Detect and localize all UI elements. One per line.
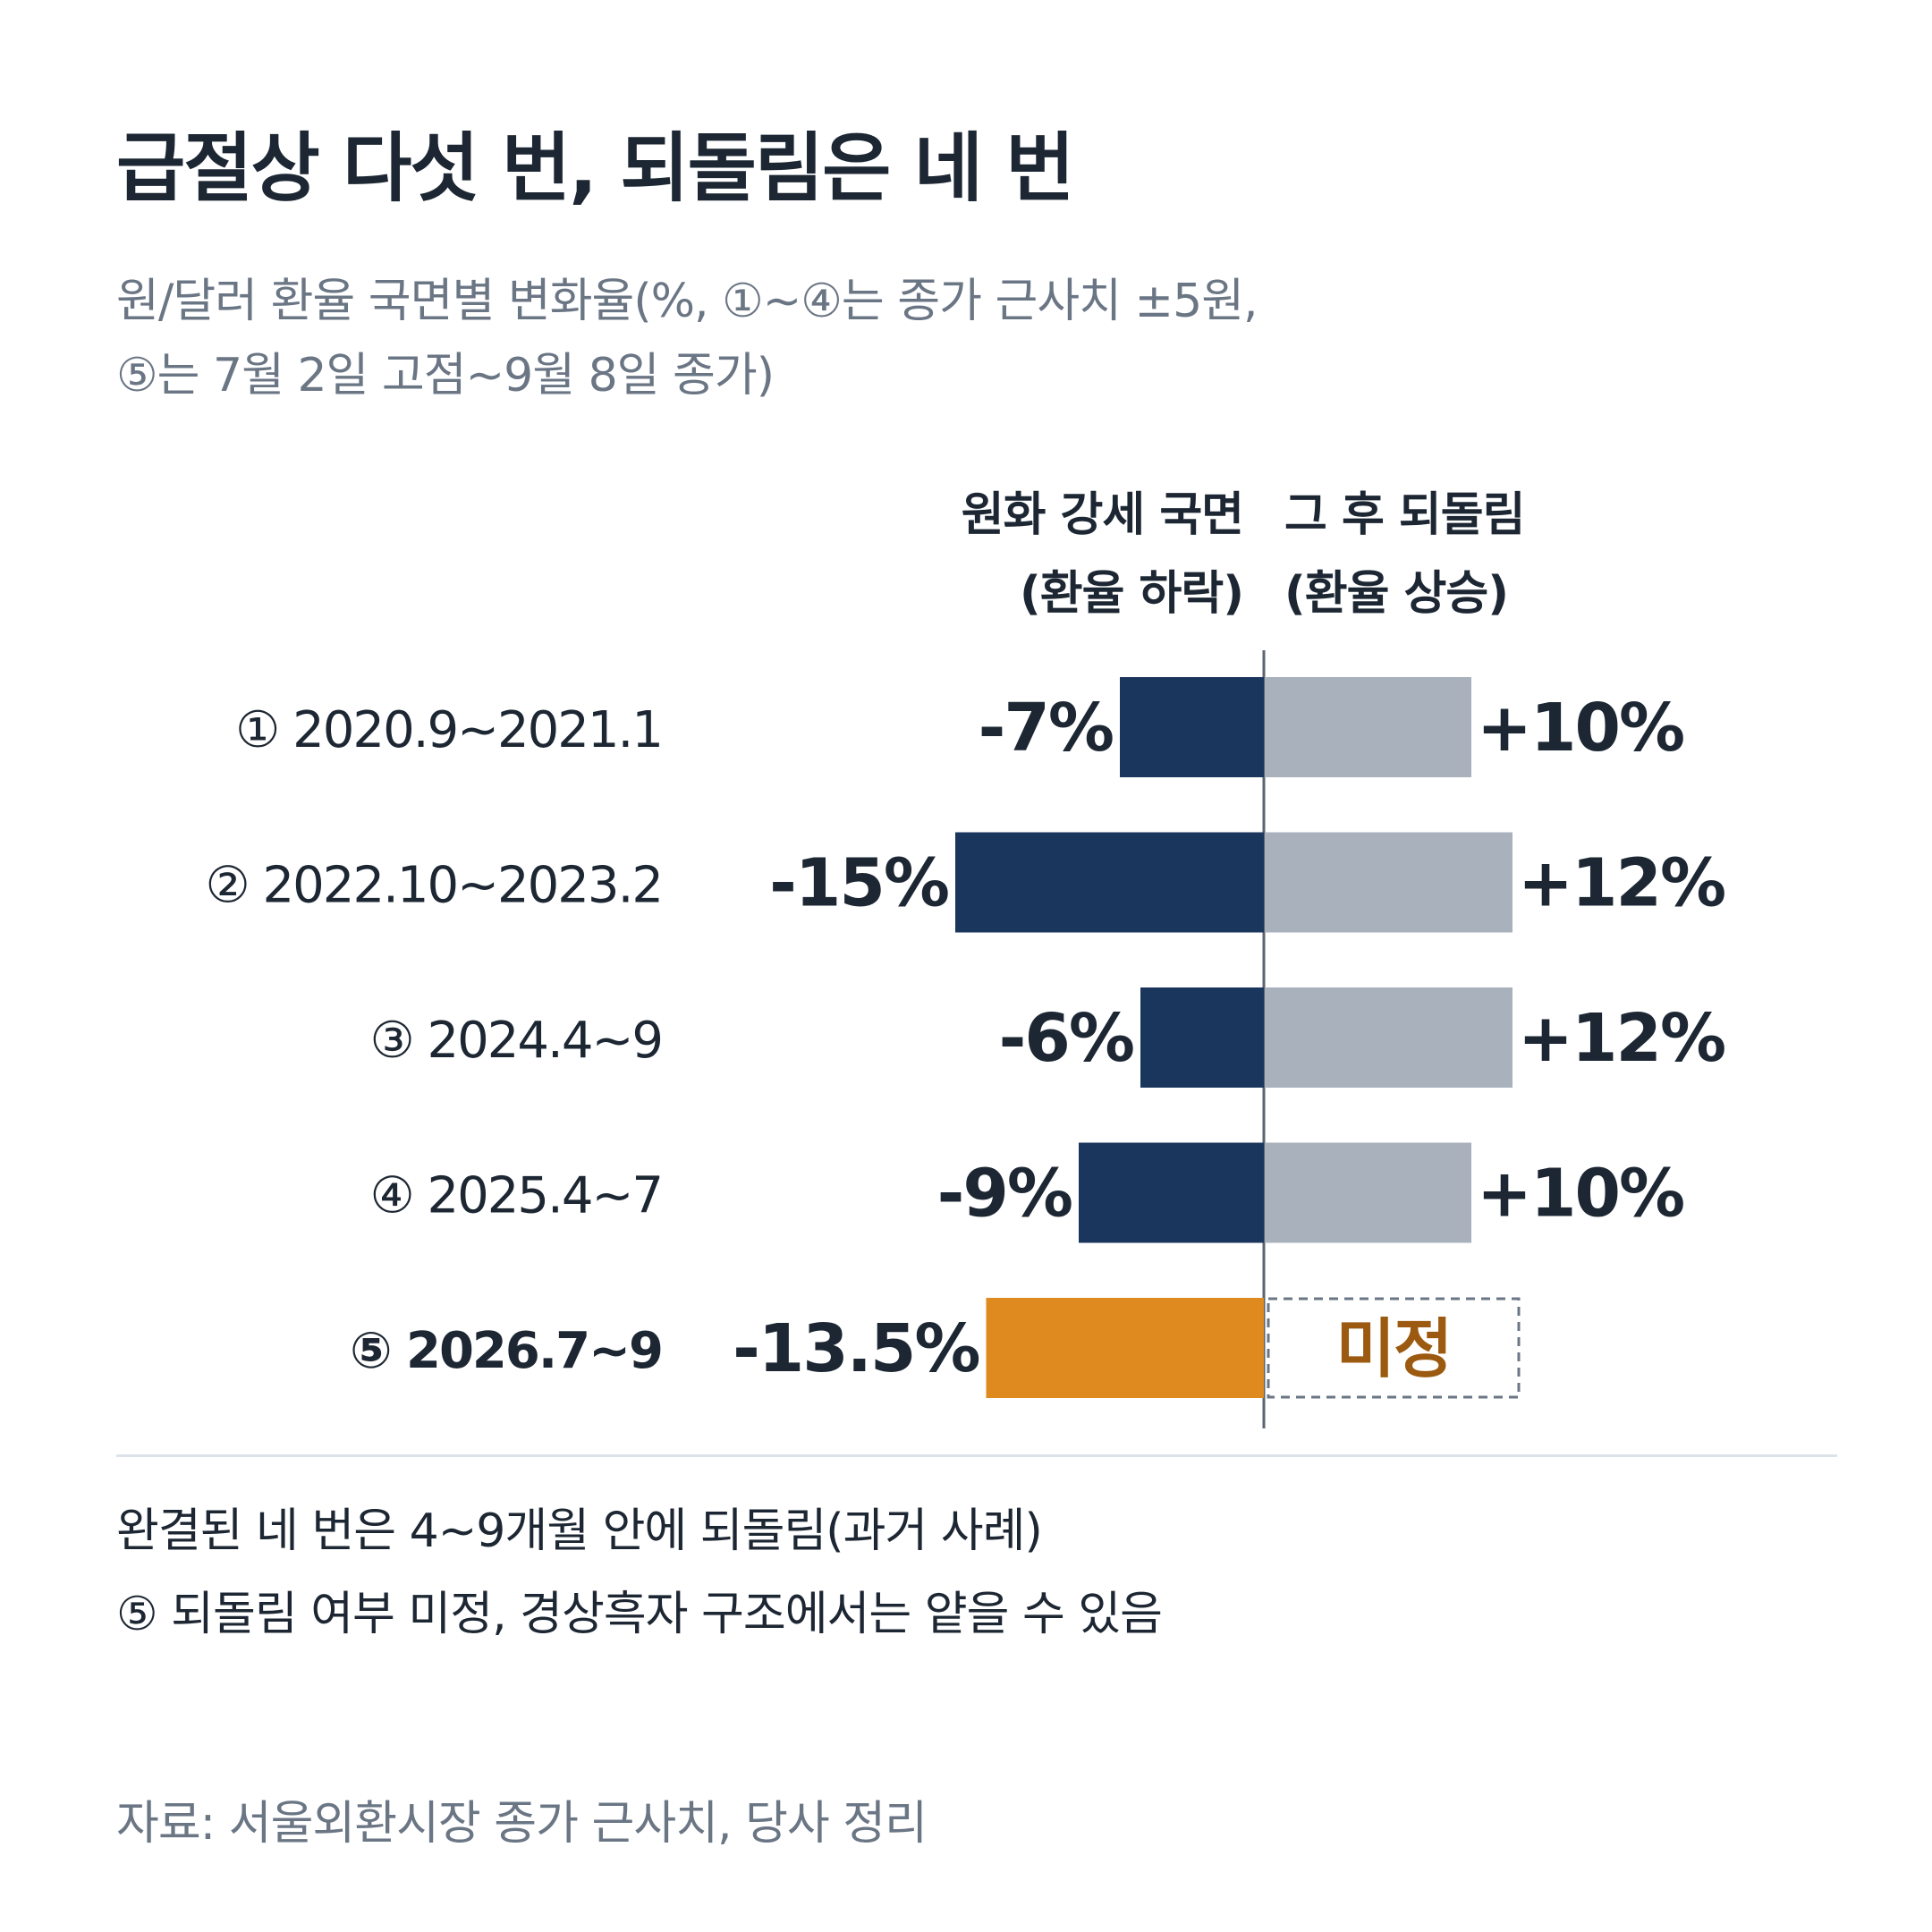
column-header-rebound-line-1: 그 후 되돌림	[1284, 488, 1525, 542]
column-header-decline: 원화 강세 국면 (환율 하락)	[961, 476, 1244, 633]
subtitle-line-1: 원/달러 환율 국면별 변화율(%, ①~④는 종가 근사치 ±5원,	[116, 275, 1258, 328]
section-divider	[116, 1454, 1837, 1457]
decline-bar	[1079, 1142, 1264, 1243]
source-note: 자료: 서울외환시장 종가 근사치, 당사 정리	[116, 1797, 928, 1851]
rebound-value-label: +10%	[1477, 690, 1683, 767]
decline-value-label: -9%	[937, 1156, 1072, 1233]
note-line-1: 완결된 네 번은 4~9개월 안에 되돌림(과거 사례)	[116, 1504, 1043, 1558]
column-header-rebound-line-2: (환율 상승)	[1284, 567, 1509, 621]
column-header-decline-line-2: (환율 하락)	[1020, 567, 1244, 621]
rebound-value-label: +12%	[1518, 845, 1724, 922]
page-title: 급절상 다섯 번, 되돌림은 네 번	[116, 124, 1074, 212]
chart-subtitle: 원/달러 환율 국면별 변화율(%, ①~④는 종가 근사치 ±5원, ⑤는 7…	[116, 265, 1869, 413]
pending-rebound-box	[1267, 1297, 1521, 1399]
rebound-bar	[1266, 987, 1513, 1088]
chart-notes: 완결된 네 번은 4~9개월 안에 되돌림(과거 사례) ⑤ 되돌림 여부 미정…	[116, 1490, 1163, 1657]
category-label: ④ 2025.4~7	[370, 1167, 663, 1225]
column-header-rebound: 그 후 되돌림 (환율 상승)	[1284, 476, 1525, 633]
rebound-bar	[1266, 1142, 1471, 1243]
rebound-bar	[1266, 832, 1513, 933]
decline-bar	[1120, 677, 1264, 777]
decline-value-label: -15%	[769, 845, 948, 922]
column-header-decline-line-1: 원화 강세 국면	[961, 488, 1244, 542]
decline-value-label: -13.5%	[733, 1310, 979, 1387]
category-label: ① 2020.9~2021.1	[235, 701, 662, 759]
rebound-value-label: +12%	[1518, 1000, 1724, 1077]
decline-bar	[955, 832, 1264, 933]
rebound-bar	[1266, 677, 1471, 777]
subtitle-line-2: ⑤는 7월 2일 고점~9월 8일 종가)	[116, 349, 775, 402]
decline-value-label: -6%	[999, 1000, 1133, 1077]
category-label: ③ 2024.4~9	[370, 1012, 663, 1070]
decline-bar	[1140, 987, 1264, 1088]
pending-rebound-label: 미정	[1336, 1311, 1451, 1386]
category-label: ② 2022.10~2023.2	[206, 857, 662, 915]
note-line-2: ⑤ 되돌림 여부 미정, 경상흑자 구조에서는 얕을 수 있음	[116, 1588, 1163, 1641]
rebound-value-label: +10%	[1477, 1156, 1683, 1233]
category-label: ⑤ 2026.7~9	[350, 1322, 662, 1380]
decline-value-label: -7%	[979, 690, 1113, 767]
decline-bar	[986, 1298, 1264, 1398]
